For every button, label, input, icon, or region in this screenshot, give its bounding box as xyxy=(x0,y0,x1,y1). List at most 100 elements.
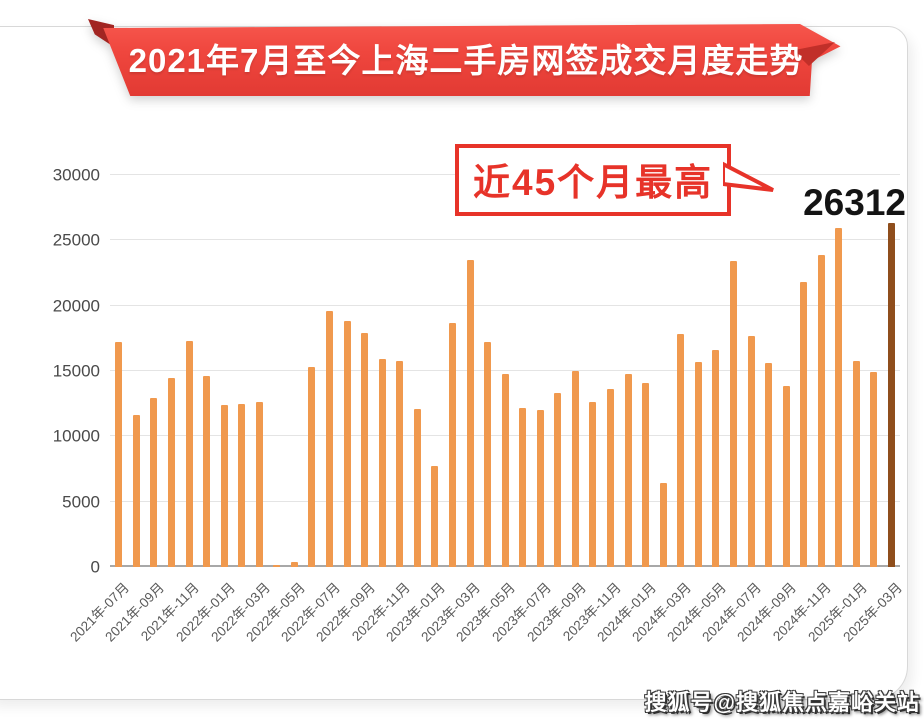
bar-slot xyxy=(356,175,374,567)
bar-slot xyxy=(461,175,479,567)
x-axis: 2021年-07月 2021年-09月 2021年-11月 2022年-01月 2022… xyxy=(67,573,904,673)
bar-2023年-04月 xyxy=(484,342,492,567)
bar-slot xyxy=(426,175,444,567)
bar-2024年-01月 xyxy=(642,382,650,567)
gridline-20000 xyxy=(110,304,900,306)
bar-slot xyxy=(373,175,391,567)
bar-2024年-09月 xyxy=(782,386,790,567)
peak-callout: 近45个月最高 xyxy=(455,144,775,216)
bar-2022年-08月 xyxy=(343,321,351,567)
y-tick-label-10000: 10000 xyxy=(52,426,100,446)
peak-value-label: 26312 xyxy=(803,182,906,223)
bar-slot xyxy=(514,175,532,567)
bar-2024年-06月 xyxy=(729,260,737,567)
bar-2022年-06月 xyxy=(308,367,316,567)
bar-slot xyxy=(233,175,251,567)
y-tick-label-30000: 30000 xyxy=(52,165,100,185)
bar-slot xyxy=(532,175,550,567)
bar-2023年-12月 xyxy=(624,373,632,567)
bar-2025年-01月 xyxy=(852,360,860,567)
bar-2024年-04月 xyxy=(694,361,702,567)
watermark: 搜狐号@搜狐焦点嘉峪关站 xyxy=(644,690,920,715)
bar-slot xyxy=(760,175,778,567)
bar-2022年-04月 xyxy=(273,565,281,567)
bar-slot xyxy=(286,175,304,567)
bar-2023年-01月 xyxy=(431,466,439,567)
plot-area xyxy=(110,174,900,567)
bar-slot xyxy=(672,175,690,567)
bar-slot xyxy=(321,175,339,567)
bar-2025年-03月 xyxy=(888,223,896,567)
bar-slot xyxy=(654,175,672,567)
bar-slot xyxy=(707,175,725,567)
bar-slot xyxy=(251,175,269,567)
bar-slot xyxy=(128,175,146,567)
bar-slot xyxy=(865,175,883,567)
bar-slot xyxy=(198,175,216,567)
bar-slot xyxy=(848,175,866,567)
bar-slot xyxy=(725,175,743,567)
bar-slot xyxy=(180,175,198,567)
title-banner: 2021年7月至今上海二手房网签成交月度走势 xyxy=(88,16,845,96)
bar-2022年-09月 xyxy=(361,333,369,567)
bar-slot xyxy=(268,175,286,567)
bar-2023年-05月 xyxy=(501,373,509,567)
bar-2025年-02月 xyxy=(870,372,878,567)
bar-slot xyxy=(110,175,128,567)
bar-2024年-11月 xyxy=(817,254,825,567)
bar-2023年-07月 xyxy=(536,410,544,567)
gridline-15000 xyxy=(110,370,900,371)
bar-2021年-08月 xyxy=(132,415,140,567)
callout-pointer-icon xyxy=(723,161,775,192)
bar-slot xyxy=(215,175,233,567)
y-tick-label-15000: 15000 xyxy=(52,361,100,381)
bar-2023年-06月 xyxy=(519,407,527,567)
bars-container xyxy=(110,175,900,567)
y-tick-label-5000: 5000 xyxy=(62,492,100,512)
bar-slot xyxy=(409,175,427,567)
y-tick-label-20000: 20000 xyxy=(52,296,100,316)
bar-2024年-07月 xyxy=(747,335,755,567)
bar-slot xyxy=(163,175,181,567)
peak-callout-text: 近45个月最高 xyxy=(473,162,714,203)
y-tick-label-25000: 25000 xyxy=(52,230,100,250)
bar-slot xyxy=(619,175,637,567)
bar-slot xyxy=(690,175,708,567)
bar-2024年-05月 xyxy=(712,350,720,567)
page-title: 2021年7月至今上海二手房网签成交月度走势 xyxy=(128,42,804,79)
bar-slot xyxy=(883,175,901,567)
bar-slot xyxy=(338,175,356,567)
bar-2023年-02月 xyxy=(448,322,456,567)
bar-2024年-12月 xyxy=(835,227,843,567)
bar-slot xyxy=(742,175,760,567)
bar-slot xyxy=(391,175,409,567)
bar-2023年-09月 xyxy=(571,371,579,567)
bar-slot xyxy=(830,175,848,567)
bar-2022年-10月 xyxy=(378,359,386,567)
bar-2021年-10月 xyxy=(167,377,175,567)
bar-slot xyxy=(567,175,585,567)
bar-2022年-11月 xyxy=(396,360,404,567)
bar-2022年-12月 xyxy=(413,408,421,567)
bar-2022年-05月 xyxy=(290,561,298,567)
bar-2022年-07月 xyxy=(326,310,334,567)
bar-2023年-03月 xyxy=(466,259,474,567)
bar-2024年-02月 xyxy=(659,483,667,567)
bar-slot xyxy=(303,175,321,567)
bar-slot xyxy=(444,175,462,567)
bar-2021年-12月 xyxy=(203,376,211,567)
bar-slot xyxy=(637,175,655,567)
bar-slot xyxy=(777,175,795,567)
bar-2023年-08月 xyxy=(554,393,562,567)
y-axis: 0 5000 10000 15000 20000 25000 30000 xyxy=(28,167,100,576)
bar-2022年-03月 xyxy=(255,402,263,567)
bar-2023年-10月 xyxy=(589,402,597,567)
bar-2024年-10月 xyxy=(800,282,808,567)
gridline-25000 xyxy=(110,239,900,241)
ribbon-background xyxy=(103,24,841,96)
bar-2021年-11月 xyxy=(185,340,193,567)
bar-2022年-02月 xyxy=(238,403,246,567)
bar-slot xyxy=(479,175,497,567)
bar-slot xyxy=(602,175,620,567)
bar-slot xyxy=(795,175,813,567)
